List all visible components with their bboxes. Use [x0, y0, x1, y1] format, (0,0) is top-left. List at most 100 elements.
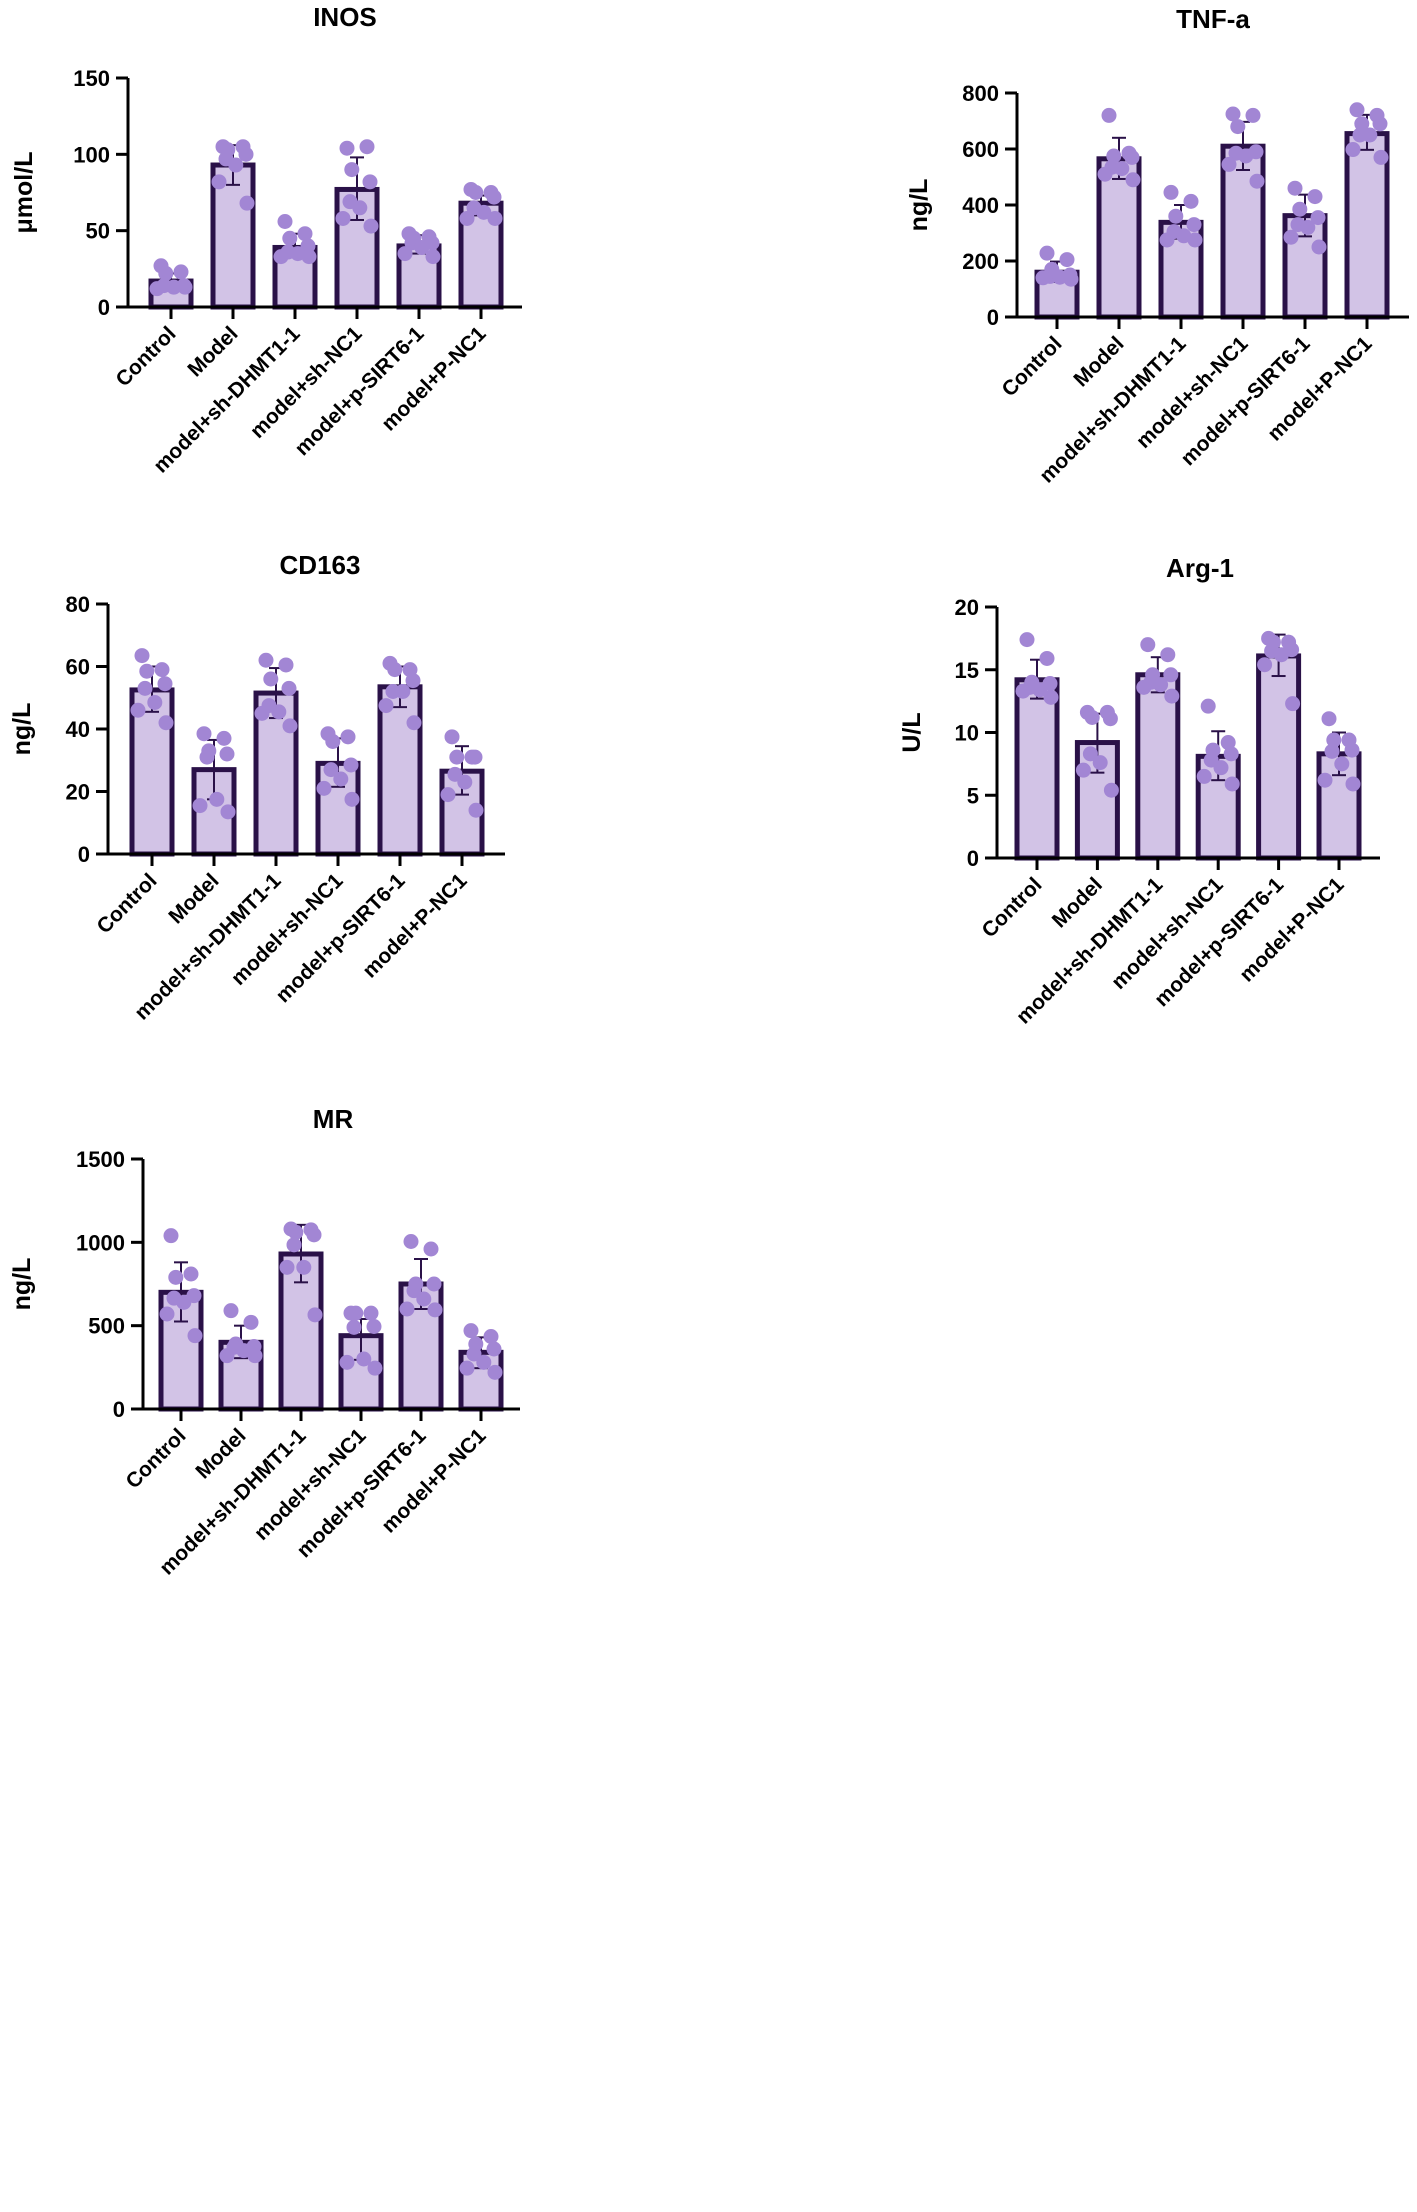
data-point [1153, 677, 1169, 693]
data-point [243, 1314, 259, 1330]
bar [1256, 653, 1302, 861]
data-point [1187, 232, 1203, 248]
data-point [406, 1283, 422, 1299]
data-point [1220, 735, 1236, 751]
data-point [1163, 667, 1179, 683]
data-point [1257, 657, 1273, 673]
data-point [1324, 743, 1340, 759]
data-point [236, 1343, 252, 1359]
data-point [459, 210, 475, 226]
data-point [1223, 746, 1239, 762]
y-tick-label: 80 [66, 592, 90, 617]
data-point [296, 1259, 312, 1275]
data-point [367, 1360, 383, 1376]
x-tick-label: Control [111, 322, 180, 391]
data-point [301, 249, 317, 265]
data-point [176, 1294, 192, 1310]
data-point [263, 671, 279, 687]
data-point [335, 210, 351, 226]
y-tick-label: 1500 [76, 1147, 125, 1172]
x-tick-label: Control [92, 869, 161, 938]
data-point [486, 1341, 502, 1357]
data-point [239, 195, 255, 211]
data-point [483, 1329, 499, 1344]
data-point [468, 185, 484, 200]
data-point [1224, 776, 1240, 792]
data-point [134, 648, 150, 664]
y-tick-label: 20 [955, 595, 979, 620]
data-point [1373, 149, 1389, 165]
data-point [323, 762, 339, 778]
data-point [1349, 102, 1365, 118]
data-point [316, 780, 332, 796]
data-point [166, 279, 182, 295]
x-tick-label: Control [977, 873, 1046, 942]
data-point [366, 1319, 382, 1334]
data-point [1125, 172, 1141, 188]
y-tick-label: 40 [66, 717, 90, 742]
data-point [1015, 683, 1031, 699]
data-point [340, 729, 356, 745]
data-point [426, 1276, 442, 1292]
data-point [1092, 755, 1108, 771]
data-point [247, 1348, 263, 1364]
data-point [223, 1303, 239, 1319]
data-point [1159, 232, 1175, 248]
x-tick-label: Control [121, 1424, 190, 1493]
y-axis-label: ng/L [905, 179, 933, 232]
data-point [339, 1354, 355, 1370]
data-point [1310, 210, 1326, 226]
data-point [325, 734, 341, 749]
data-point [416, 1291, 432, 1307]
y-axis-label: ng/L [8, 703, 36, 756]
data-point [1307, 189, 1323, 205]
data-point [476, 1354, 492, 1370]
data-point [1344, 742, 1360, 758]
x-tick-label: Model [1069, 332, 1128, 391]
data-point [363, 218, 379, 234]
data-point [1136, 679, 1152, 695]
data-point [1372, 116, 1388, 132]
data-point [209, 791, 225, 807]
bar [1014, 677, 1060, 861]
y-tick-label: 20 [66, 780, 90, 805]
x-tick-label: model+sh-NC1 [1132, 332, 1253, 453]
y-tick-label: 0 [98, 295, 110, 320]
y-tick-label: 10 [955, 721, 979, 746]
data-point [1097, 166, 1113, 182]
data-point [403, 1234, 419, 1249]
data-point [279, 1259, 295, 1275]
data-point [1200, 698, 1216, 714]
data-point [1345, 776, 1361, 792]
data-point [425, 249, 441, 265]
data-point [344, 791, 360, 807]
data-point [440, 787, 456, 803]
data-point [1326, 732, 1342, 748]
data-point [158, 265, 174, 281]
x-tick-label: model+P-NC1 [1235, 873, 1348, 986]
data-point [487, 1364, 503, 1380]
data-point [356, 1351, 372, 1367]
data-point [468, 802, 484, 818]
x-tick-label: model+sh-NC1 [246, 322, 367, 443]
data-point [1196, 768, 1212, 784]
y-tick-label: 15 [955, 658, 979, 683]
data-point [158, 715, 174, 731]
data-point [1183, 193, 1199, 209]
data-point [278, 657, 294, 673]
chart-title: INOS [313, 2, 377, 32]
data-point [282, 718, 298, 734]
y-axis-label: μmol/L [10, 152, 38, 234]
data-point [1221, 156, 1237, 172]
data-point [363, 1305, 379, 1321]
data-point [281, 680, 297, 696]
chart-title: MR [313, 1104, 354, 1134]
y-tick-label: 600 [962, 137, 999, 162]
data-point [1230, 119, 1246, 135]
chart-tnfa: TNF-a ng/L 0 200 400 600 800 Control Modelmodel+… [905, 4, 1409, 488]
x-tick-label: model+sh-NC1 [250, 1424, 371, 1545]
y-tick-label: 1000 [76, 1230, 125, 1255]
data-point [346, 1319, 362, 1335]
